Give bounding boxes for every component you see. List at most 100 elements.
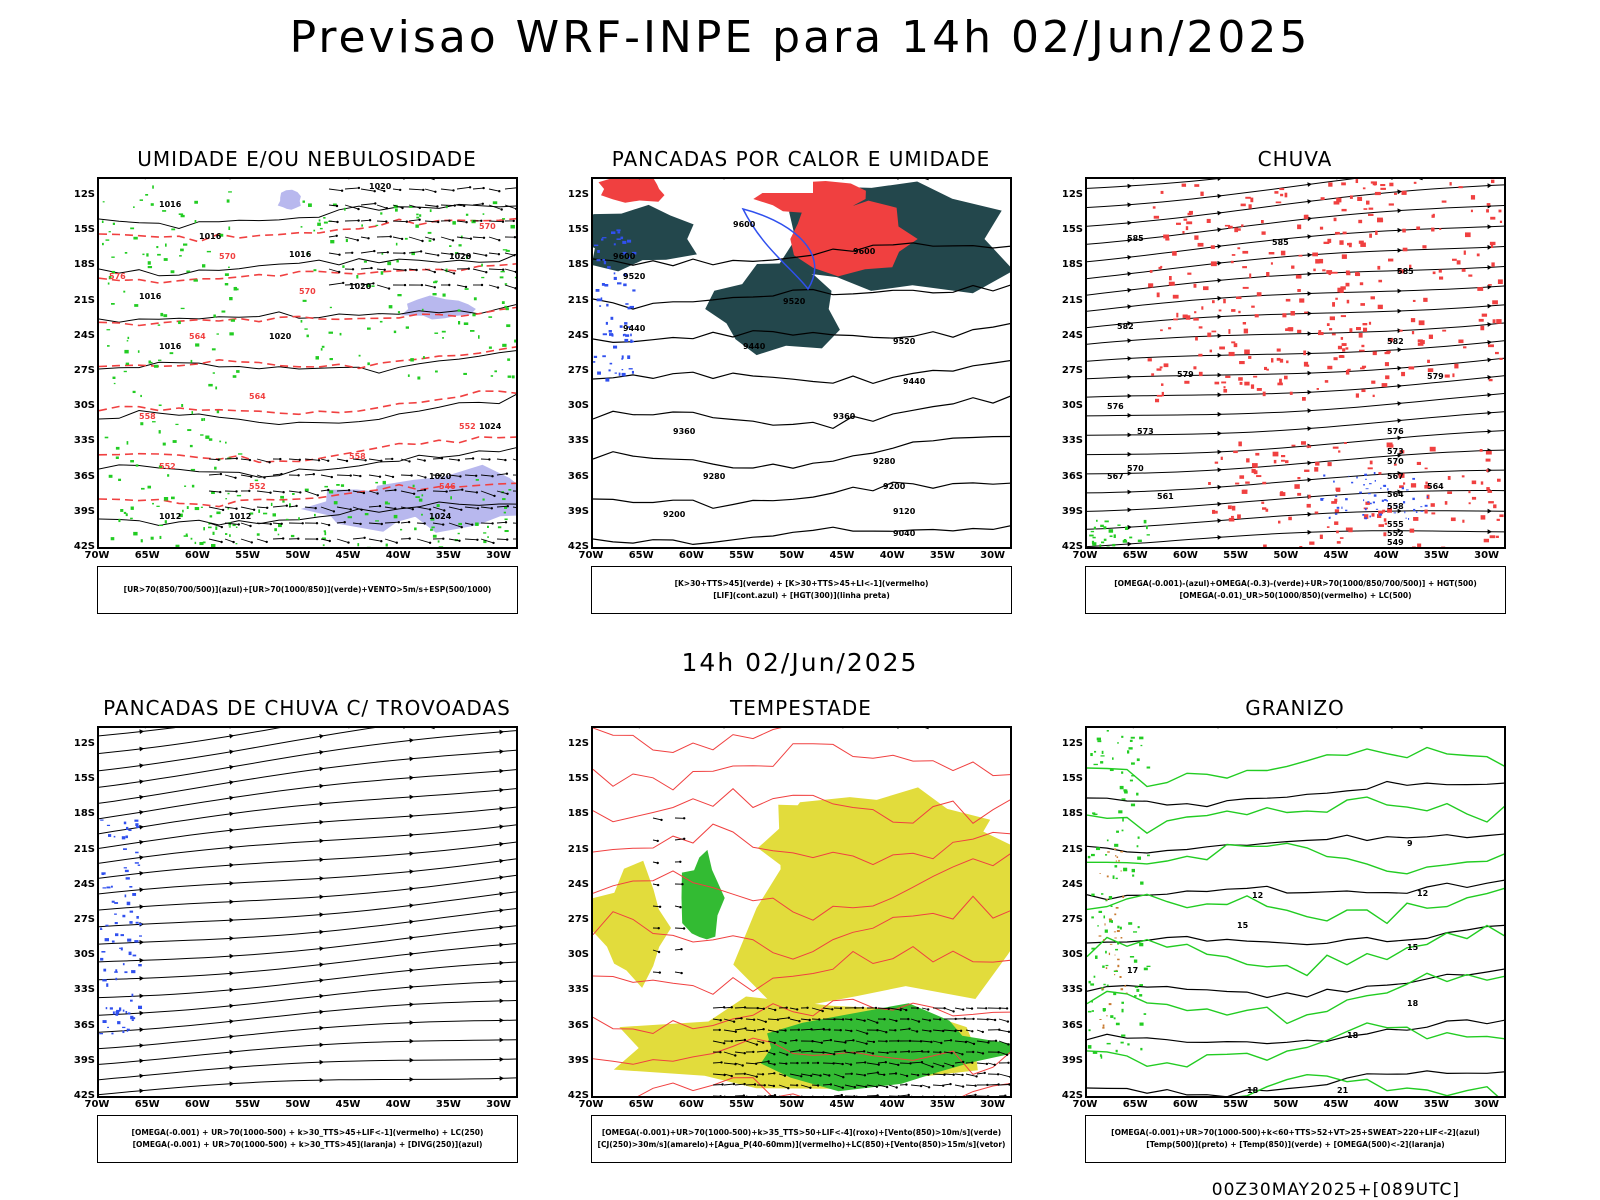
map-panel: 9600 9600 9600 9520 9520 9520 9440 9440 9440 9360… — [591, 177, 1012, 549]
lon-tick-label: 70W — [578, 1099, 604, 1110]
contour-label: 573 — [1387, 447, 1404, 456]
lon-tick-label: 65W — [1122, 1099, 1148, 1110]
lon-tick-label: 55W — [1223, 550, 1249, 561]
panel-title: TEMPESTADE — [730, 696, 872, 720]
lat-tick-label: 18S — [73, 808, 95, 820]
contour-label: 1016 — [159, 200, 182, 209]
legend-line: [OMEGA(-0.01)_UR>50(1000/850)(vermelho) … — [1179, 591, 1412, 600]
lat-tick-label: 39S — [567, 505, 589, 517]
contour-label: 9280 — [703, 472, 726, 481]
contour-label: 9 — [1407, 839, 1413, 848]
contour-label: 1020 — [349, 282, 372, 291]
contour-label: 12 — [1417, 889, 1428, 898]
legend-line: [OMEGA(-0.001) + UR>70(1000-500) + k>30_… — [131, 1128, 484, 1137]
contour-label: 9520 — [893, 337, 916, 346]
lat-tick-label: 12S — [73, 738, 95, 749]
contour-label: 9440 — [743, 342, 766, 351]
lat-tick-label: 30S — [567, 949, 589, 961]
contour-label: 555 — [1387, 520, 1404, 529]
contour-label: 576 — [1387, 427, 1404, 436]
lat-tick-label: 33S — [1061, 984, 1083, 996]
contour-label: 564 — [1387, 490, 1404, 499]
lat-tick-label: 27S — [567, 365, 589, 376]
panel-legend: [OMEGA(-0.001) + UR>70(1000-500) + k>30_… — [97, 1115, 518, 1163]
legend-line: [LIF](cont.azul) + [HGT(300)](linha pret… — [713, 591, 890, 600]
contour-label: 579 — [1177, 370, 1194, 379]
contour-label: 573 — [1137, 427, 1154, 436]
legend-line: [OMEGA(-0.001) + UR>70(1000-500) + k>30_… — [132, 1140, 483, 1149]
legend-line: [OMEGA(-0.001)+UR>70(1000-500)+k<60+TTS>… — [1111, 1128, 1480, 1137]
lat-tick-label: 21S — [567, 843, 589, 855]
contour-label: 1012 — [229, 512, 251, 521]
lat-tick-label: 39S — [1061, 1054, 1083, 1066]
lat-tick-label: 36S — [567, 470, 589, 482]
contour-label: 18 — [1347, 1031, 1359, 1040]
lon-tick-label: 45W — [335, 1099, 361, 1110]
lat-tick-label: 36S — [567, 1019, 589, 1031]
lat-tick-label: 39S — [567, 1054, 589, 1066]
lon-tick-label: 35W — [435, 1099, 461, 1110]
thunder-risk-area — [598, 179, 665, 203]
contour-label: 582 — [1117, 322, 1134, 331]
contour-label: 9440 — [903, 377, 926, 386]
lat-tick-label: 42S — [567, 541, 589, 552]
lat-tick-label: 30S — [1061, 400, 1083, 412]
contour-label: 9600 — [853, 247, 876, 256]
heat-convection-area — [705, 263, 840, 356]
contour-label: 1012 — [159, 512, 181, 521]
lat-tick-label: 39S — [73, 1054, 95, 1066]
lon-tick-label: 45W — [1323, 1099, 1349, 1110]
lat-tick-label: 15S — [1061, 224, 1083, 236]
panel-title: PANCADAS DE CHUVA C/ TROVOADAS — [103, 696, 511, 720]
lat-tick-label: 18S — [73, 259, 95, 271]
contour-label: 1020 — [429, 472, 452, 481]
heat-convection-area — [593, 204, 697, 272]
map-canvas — [593, 728, 1010, 1096]
contour-label: 576 — [109, 272, 126, 281]
contour-label: 585 — [1127, 234, 1144, 243]
contour-label: 567 — [1107, 472, 1124, 481]
lat-tick-label: 18S — [567, 259, 589, 271]
lat-tick-label: 36S — [73, 470, 95, 482]
lon-tick-label: 55W — [235, 550, 261, 561]
map-panel: 9 12 12 15 15 18 18 18 21 17 — [1085, 726, 1506, 1098]
contour-label: 1020 — [449, 252, 472, 261]
legend-line: [K>30+TTS>45](verde) + [K>30+TTS>45+LI<-… — [674, 579, 929, 588]
lat-tick-label: 27S — [1061, 365, 1083, 376]
lat-tick-label: 30S — [73, 400, 95, 412]
lon-tick-label: 45W — [829, 550, 855, 561]
contour-label: 17 — [1127, 966, 1138, 975]
lat-tick-label: 33S — [1061, 435, 1083, 447]
lon-tick-label: 30W — [486, 1099, 512, 1110]
contour-label: 564 — [189, 332, 206, 341]
panel-title: CHUVA — [1257, 147, 1333, 171]
contour-label: 546 — [439, 482, 456, 491]
lon-tick-label: 40W — [1373, 550, 1399, 561]
legend-line: [UR>70(850/700/500)](azul)+[UR>70(1000/8… — [123, 585, 492, 594]
contour-label: 558 — [139, 412, 156, 421]
lon-tick-label: 70W — [578, 550, 604, 561]
lat-tick-label: 30S — [567, 400, 589, 412]
contour-label: 552 — [159, 462, 176, 471]
panel-title: GRANIZO — [1245, 696, 1345, 720]
lat-tick-label: 30S — [1061, 949, 1083, 961]
overlay: 9 12 12 15 15 18 18 18 21 17 — [1087, 730, 1504, 1096]
contour-label: 1020 — [269, 332, 292, 341]
map-canvas: 1016 1016 1016 1016 1016 1020 1020 1020 1020 1020… — [99, 179, 516, 547]
lon-tick-label: 40W — [385, 1099, 411, 1110]
contour-label: 9200 — [663, 510, 686, 519]
lon-tick-label: 55W — [729, 550, 755, 561]
contour-label: 15 — [1237, 921, 1249, 930]
lon-tick-label: 35W — [929, 550, 955, 561]
contour-label: 561 — [1157, 492, 1174, 501]
panel-legend: [K>30+TTS>45](verde) + [K>30+TTS>45+LI<-… — [591, 566, 1012, 614]
jet-stream-area — [593, 860, 671, 988]
lat-tick-label: 42S — [73, 1090, 95, 1101]
legend-line: [OMEGA(-0.001)-(azul)+OMEGA(-0.3)-(verde… — [1114, 579, 1477, 588]
lon-tick-label: 60W — [184, 550, 210, 561]
contour-label: 1016 — [139, 292, 162, 301]
lon-tick-label: 70W — [1072, 1099, 1098, 1110]
lon-tick-label: 45W — [1323, 550, 1349, 561]
lat-tick-label: 12S — [567, 189, 589, 200]
